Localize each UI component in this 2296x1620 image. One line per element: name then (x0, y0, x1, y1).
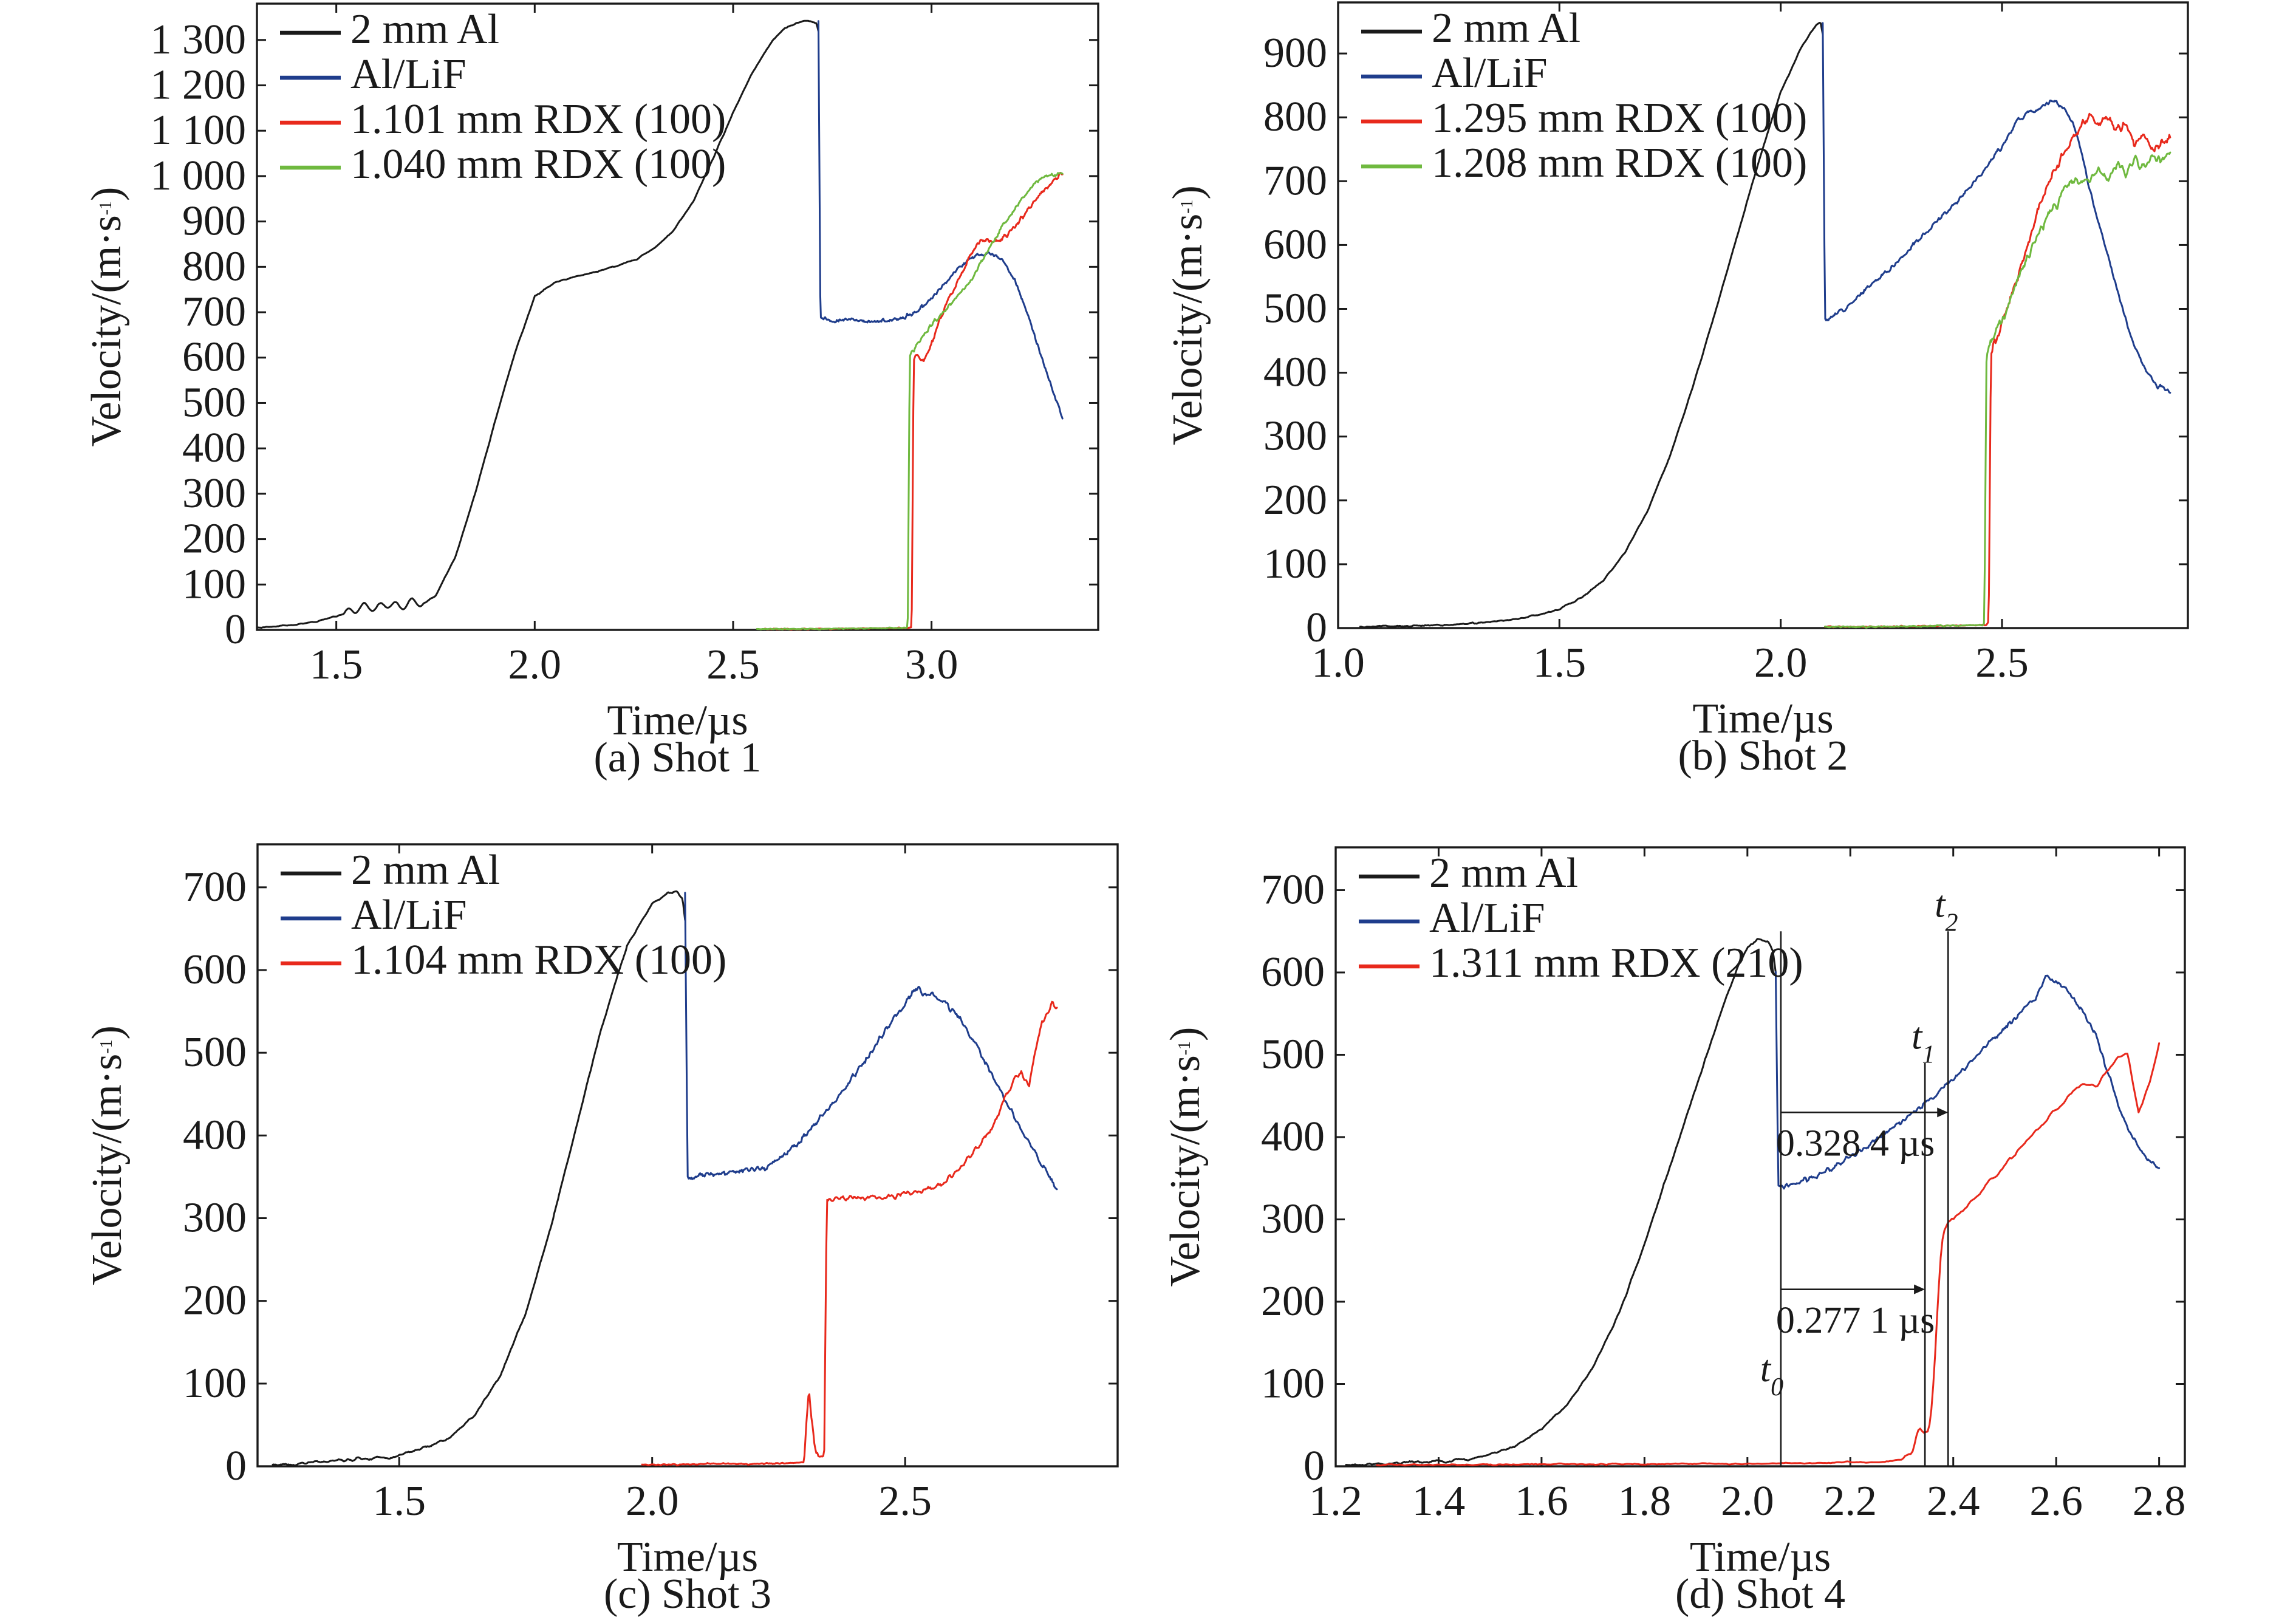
svg-text:1.6: 1.6 (1515, 1478, 1568, 1525)
svg-text:1 300: 1 300 (151, 16, 247, 63)
svg-text:0.277 1 µs: 0.277 1 µs (1776, 1300, 1935, 1341)
svg-text:900: 900 (182, 198, 246, 245)
svg-text:300: 300 (182, 470, 246, 517)
svg-text:2.8: 2.8 (2133, 1478, 2186, 1525)
svg-text:1.040 mm RDX (100): 1.040 mm RDX (100) (350, 141, 726, 188)
svg-text:1.4: 1.4 (1412, 1478, 1466, 1525)
svg-text:2.4: 2.4 (1927, 1478, 1980, 1525)
svg-text:300: 300 (183, 1194, 247, 1241)
svg-text:Velocity/(m·s-1): Velocity/(m·s-1) (1162, 1027, 1209, 1287)
svg-text:500: 500 (1261, 1031, 1325, 1078)
svg-text:2.0: 2.0 (1721, 1478, 1774, 1525)
svg-text:700: 700 (1263, 157, 1327, 204)
svg-text:2 mm Al: 2 mm Al (1432, 5, 1580, 52)
svg-text:200: 200 (183, 1277, 247, 1324)
svg-text:0: 0 (225, 606, 246, 653)
svg-text:400: 400 (1263, 349, 1327, 396)
svg-text:2.6: 2.6 (2029, 1478, 2083, 1525)
svg-text:300: 300 (1261, 1195, 1325, 1242)
svg-text:(a) Shot 1: (a) Shot 1 (593, 734, 761, 781)
svg-text:300: 300 (1263, 413, 1327, 460)
svg-text:1.101 mm RDX (100): 1.101 mm RDX (100) (350, 96, 726, 143)
svg-text:2.0: 2.0 (1754, 640, 1808, 686)
svg-text:1 100: 1 100 (151, 107, 247, 154)
svg-text:Al/LiF: Al/LiF (1432, 50, 1548, 97)
svg-text:2.2: 2.2 (1824, 1478, 1877, 1525)
svg-text:1.8: 1.8 (1618, 1478, 1672, 1525)
svg-text:1.104 mm RDX (100): 1.104 mm RDX (100) (351, 937, 726, 983)
svg-text:2.5: 2.5 (706, 641, 760, 688)
svg-text:1 200: 1 200 (151, 61, 247, 108)
svg-text:200: 200 (1261, 1278, 1325, 1325)
svg-text:1.5: 1.5 (1533, 640, 1587, 686)
svg-text:0.328 4 µs: 0.328 4 µs (1776, 1123, 1935, 1164)
svg-text:2 mm Al: 2 mm Al (1429, 850, 1578, 897)
svg-text:Al/LiF: Al/LiF (350, 51, 466, 98)
svg-text:(d) Shot 4: (d) Shot 4 (1675, 1571, 1845, 1618)
svg-text:2.0: 2.0 (508, 641, 562, 688)
svg-text:(c) Shot 3: (c) Shot 3 (604, 1571, 771, 1618)
svg-text:600: 600 (1263, 221, 1327, 268)
svg-text:1 000: 1 000 (151, 152, 247, 199)
svg-text:1.295 mm RDX (100): 1.295 mm RDX (100) (1432, 95, 1807, 142)
svg-text:Velocity/(m·s-1): Velocity/(m·s-1) (84, 1025, 131, 1285)
svg-text:500: 500 (182, 379, 246, 426)
svg-text:700: 700 (182, 289, 246, 335)
svg-text:Al/LiF: Al/LiF (351, 892, 467, 938)
svg-text:2 mm Al: 2 mm Al (350, 6, 499, 53)
svg-text:700: 700 (1261, 866, 1325, 913)
svg-text:500: 500 (183, 1029, 247, 1076)
svg-text:1.208 mm RDX (100): 1.208 mm RDX (100) (1432, 140, 1807, 186)
svg-text:900: 900 (1263, 30, 1327, 77)
svg-text:2.0: 2.0 (626, 1478, 679, 1525)
svg-text:500: 500 (1263, 285, 1327, 332)
svg-text:100: 100 (183, 1360, 247, 1407)
svg-text:100: 100 (1261, 1360, 1325, 1407)
svg-text:400: 400 (183, 1112, 247, 1158)
svg-text:(b) Shot 2: (b) Shot 2 (1678, 733, 1848, 779)
svg-text:400: 400 (182, 425, 246, 471)
svg-text:400: 400 (1261, 1113, 1325, 1160)
svg-text:100: 100 (1263, 541, 1327, 587)
svg-text:800: 800 (182, 243, 246, 290)
svg-text:600: 600 (1261, 949, 1325, 996)
svg-text:Al/LiF: Al/LiF (1429, 895, 1545, 942)
svg-text:1.2: 1.2 (1309, 1478, 1362, 1525)
svg-text:3.0: 3.0 (905, 641, 958, 688)
svg-text:800: 800 (1263, 94, 1327, 140)
svg-text:0: 0 (225, 1443, 247, 1489)
svg-text:700: 700 (183, 864, 247, 911)
svg-text:1.0: 1.0 (1311, 640, 1365, 686)
svg-text:Velocity/(m·s-1): Velocity/(m·s-1) (83, 187, 130, 447)
svg-text:1.311 mm RDX (210): 1.311 mm RDX (210) (1429, 940, 1803, 986)
svg-text:2.5: 2.5 (878, 1478, 932, 1525)
svg-text:2.5: 2.5 (1975, 640, 2029, 686)
svg-text:200: 200 (182, 516, 246, 562)
svg-text:600: 600 (182, 334, 246, 381)
svg-text:100: 100 (182, 561, 246, 607)
svg-text:1.5: 1.5 (310, 641, 363, 688)
svg-text:1.5: 1.5 (372, 1478, 426, 1525)
svg-text:2 mm Al: 2 mm Al (351, 847, 500, 894)
svg-text:600: 600 (183, 946, 247, 993)
svg-text:Velocity/(m·s-1): Velocity/(m·s-1) (1164, 185, 1211, 445)
svg-text:200: 200 (1263, 477, 1327, 524)
